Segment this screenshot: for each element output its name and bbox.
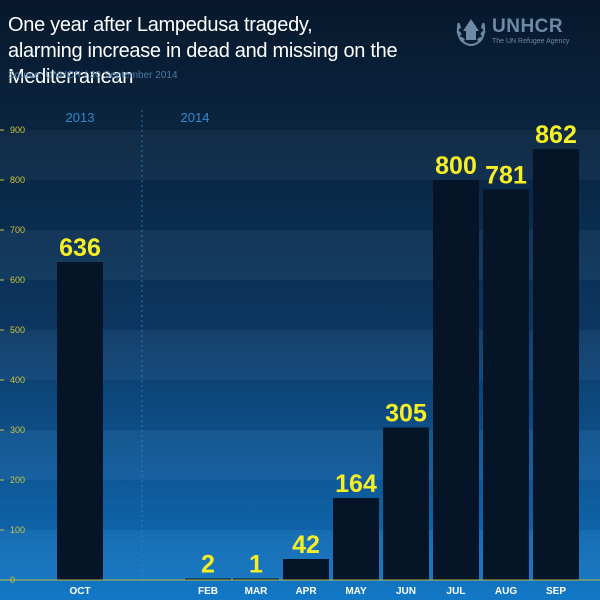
chart-title: One year after Lampedusa tragedy, alarmi… [8, 12, 448, 90]
y-tick-label: 800 [10, 175, 25, 185]
bars: 636 2 1 42 164 305 800 781 862 [57, 121, 579, 580]
x-tick-label: FEB [198, 586, 218, 597]
title-line-1: One year after Lampedusa tragedy, [8, 14, 313, 36]
x-axis: OCT FEB MAR APR MAY JUN JUL AUG SEP [0, 579, 600, 597]
bar [333, 498, 379, 580]
year-label: 2014 [181, 110, 210, 125]
year-label: 2013 [66, 110, 95, 125]
year-labels: 2013 2014 [66, 110, 210, 582]
data-label: 781 [485, 162, 527, 190]
data-label: 636 [59, 234, 101, 262]
data-label: 2 [201, 551, 215, 579]
bar [185, 578, 231, 580]
y-tick-label: 700 [10, 225, 25, 235]
data-label: 305 [385, 400, 427, 428]
y-tick-label: 300 [10, 425, 25, 435]
y-tick-label: 200 [10, 475, 25, 485]
bar [533, 149, 579, 580]
x-tick-label: MAR [245, 586, 269, 597]
bar [483, 189, 529, 580]
bar [233, 578, 279, 580]
x-tick-label: OCT [69, 586, 90, 597]
data-label: 800 [435, 152, 477, 180]
data-label: 164 [335, 470, 377, 498]
x-tick-label: JUL [447, 586, 466, 597]
source-note: Source: UNHCR / 30 September 2014 [8, 70, 178, 81]
unhcr-emblem-icon [456, 19, 486, 46]
x-tick-label: JUN [396, 586, 416, 597]
logo-tagline: The UN Refugee Agency [492, 38, 570, 45]
bar [383, 427, 429, 580]
x-tick-label: SEP [546, 586, 566, 597]
x-tick-label: MAY [345, 586, 367, 597]
y-tick-label: 500 [10, 325, 25, 335]
data-label: 42 [292, 531, 320, 559]
y-tick-label: 900 [10, 125, 25, 135]
x-tick-label: AUG [495, 586, 517, 597]
bar [433, 180, 479, 580]
logo-brand-text: UNHCR [492, 16, 564, 37]
data-label: 1 [249, 551, 263, 579]
title-line-2: alarming increase in dead and missing on… [8, 40, 398, 88]
data-label: 862 [535, 121, 577, 149]
y-tick-label: 600 [10, 275, 25, 285]
y-tick-label: 100 [10, 525, 25, 535]
y-tick-label: 400 [10, 375, 25, 385]
x-tick-label: APR [295, 586, 317, 597]
bar [283, 559, 329, 580]
unhcr-logo: UNHCR The UN Refugee Agency [454, 14, 594, 48]
bar [57, 262, 103, 580]
